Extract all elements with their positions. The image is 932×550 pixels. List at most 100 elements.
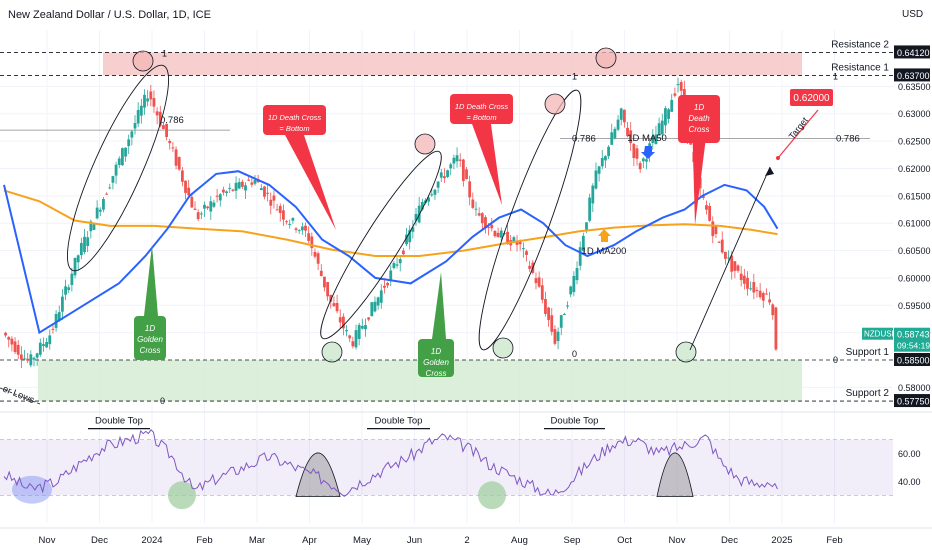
target-price-box	[790, 89, 833, 106]
candle-body	[180, 170, 184, 182]
candle-body	[379, 290, 383, 303]
candle-body	[430, 194, 434, 196]
candle-body	[518, 240, 522, 245]
candle-body	[594, 170, 598, 189]
ma50-arrow	[641, 146, 655, 159]
candle-body	[19, 354, 23, 360]
chart-title: New Zealand Dollar / U.S. Dollar, 1D, IC…	[8, 9, 211, 21]
candle-body	[562, 313, 566, 315]
candle-body	[4, 332, 7, 336]
candle-body	[398, 259, 402, 264]
candle-body	[420, 202, 424, 210]
candle-body	[313, 251, 317, 257]
candle-body	[329, 294, 333, 302]
candle-body	[487, 226, 491, 228]
callout-text-line: = Bottom	[279, 124, 309, 133]
callout-box	[134, 316, 166, 360]
time-tick-label: Dec	[91, 535, 108, 546]
double-top-3-label: Double Top	[551, 416, 599, 427]
candle-body	[7, 336, 11, 340]
candle-body	[515, 242, 519, 245]
price-level-badge-text: 0.64120	[897, 48, 930, 58]
candle-body	[547, 307, 551, 320]
rsi-green-highlight-1	[168, 481, 196, 510]
candle-body	[105, 193, 109, 195]
time-tick-label: Nov	[669, 535, 686, 546]
candle-body	[209, 201, 213, 212]
target-start-dot	[776, 156, 780, 160]
candle-body	[291, 218, 295, 221]
candle-body	[111, 176, 115, 183]
candle-body	[51, 328, 55, 330]
candle-body	[499, 230, 503, 238]
candle-body	[664, 108, 667, 126]
price-tick-label: 0.60000	[898, 273, 931, 283]
callout-pointer	[472, 124, 502, 205]
candle-body	[768, 299, 772, 303]
price-tick-label: 0.63000	[898, 109, 931, 119]
candle-body	[360, 326, 364, 329]
candle-body	[136, 109, 140, 124]
candle-body	[139, 105, 143, 116]
callout-pointer	[144, 245, 158, 316]
candle-body	[253, 179, 257, 184]
candle-body	[471, 199, 475, 208]
time-tick-label: Dec	[721, 535, 738, 546]
candle-body	[660, 120, 664, 135]
time-axis: Nov Dec 2024 Feb Mar Apr May Jun 2 Aug Sep Oct Nov De…	[0, 527, 932, 546]
candle-body	[711, 221, 715, 237]
candle-body	[199, 213, 203, 215]
candle-body	[708, 205, 712, 221]
ma200-line	[3, 189, 778, 257]
death-cross-callout-2: 1D Death Cross = Bottom	[450, 94, 513, 205]
candle-body	[143, 94, 146, 108]
candle-body	[638, 163, 642, 170]
callout-text-line: Death	[688, 114, 710, 123]
higher-lows-line	[0, 387, 41, 405]
death-cross-callout-3: 1D Death Cross	[678, 95, 720, 225]
candle-body	[578, 247, 582, 266]
fib-label-0-left: 0	[160, 396, 165, 406]
bottom-circle-3	[675, 341, 697, 363]
time-tick-label: May	[353, 535, 371, 546]
candle-body	[506, 231, 509, 245]
candle-body	[338, 317, 342, 323]
candle-body	[645, 159, 648, 162]
candle-body	[48, 335, 52, 345]
projection-arrowhead	[765, 167, 774, 176]
candle-body	[651, 136, 655, 143]
price-level-badge-text: 0.57750	[897, 397, 930, 407]
candle-body	[537, 277, 541, 287]
candle-body	[234, 182, 238, 191]
callout-text-line: 1D	[694, 103, 704, 112]
callout-text-line: Cross	[689, 125, 710, 134]
candle-body	[310, 236, 314, 249]
candle-body	[177, 157, 181, 170]
candle-body	[610, 132, 614, 145]
callout-box	[678, 95, 720, 143]
candle-body	[739, 273, 743, 281]
candle-body	[597, 166, 601, 174]
candle-body	[733, 261, 737, 271]
candle-body	[566, 305, 569, 307]
candle-body	[196, 212, 200, 220]
candle-body	[114, 164, 118, 176]
candle-body	[626, 127, 629, 137]
candle-body	[348, 335, 352, 339]
last-price-text: 0.58743	[897, 330, 930, 340]
ma50-label: 1D MA50	[627, 133, 667, 144]
target-label: 0.62000	[790, 89, 833, 106]
candle-body	[225, 191, 228, 194]
time-tick-label: 2024	[141, 535, 162, 546]
time-tick-label: Aug	[511, 535, 528, 546]
candle-body	[591, 185, 595, 204]
price-level-badge	[894, 45, 930, 59]
candle-body	[613, 128, 617, 139]
candle-body	[367, 317, 371, 320]
candle-body	[724, 251, 727, 259]
fib-label-786-left: 0.786	[160, 115, 184, 126]
candle-body	[670, 100, 674, 112]
candle-body	[326, 282, 330, 297]
double-top-1-label: Double Top	[95, 416, 143, 427]
